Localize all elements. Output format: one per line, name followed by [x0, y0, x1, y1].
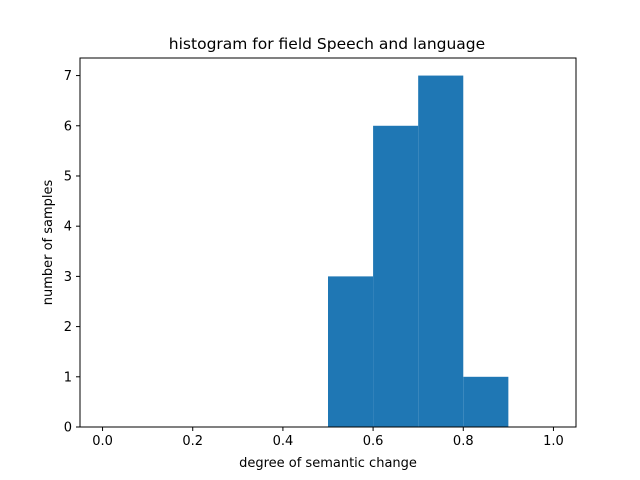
chart-title: histogram for field Speech and language [169, 35, 485, 53]
bars-group [328, 75, 509, 428]
x-tick-label: 1.0 [543, 434, 564, 449]
y-tick-label: 0 [64, 421, 72, 436]
y-tick-label: 3 [64, 270, 72, 285]
y-tick-label: 1 [64, 370, 72, 385]
y-tick-label: 6 [64, 119, 72, 134]
y-tick-label: 5 [64, 169, 72, 184]
x-tick-label: 0.6 [363, 434, 384, 449]
x-tick-label: 0.0 [92, 434, 113, 449]
x-tick-label: 0.8 [453, 434, 474, 449]
x-tick-label: 0.4 [273, 434, 294, 449]
histogram-bar-0 [328, 276, 374, 427]
y-tick-label: 4 [64, 220, 72, 235]
y-tick-label: 7 [64, 69, 72, 84]
y-axis-label: number of samples [41, 179, 56, 305]
x-tick-label: 0.2 [182, 434, 203, 449]
x-axis-label: degree of semantic change [239, 456, 417, 471]
histogram-bar-2 [418, 75, 464, 428]
histogram-bar-1 [373, 125, 419, 427]
histogram-bar-3 [463, 376, 509, 427]
y-axis-ticks: 0 1 2 3 4 5 6 7 [64, 69, 80, 436]
plot-frame [79, 57, 577, 428]
x-axis-ticks: 0.0 0.2 0.4 0.6 0.8 1.0 [92, 427, 564, 449]
y-tick-label: 2 [64, 320, 72, 335]
